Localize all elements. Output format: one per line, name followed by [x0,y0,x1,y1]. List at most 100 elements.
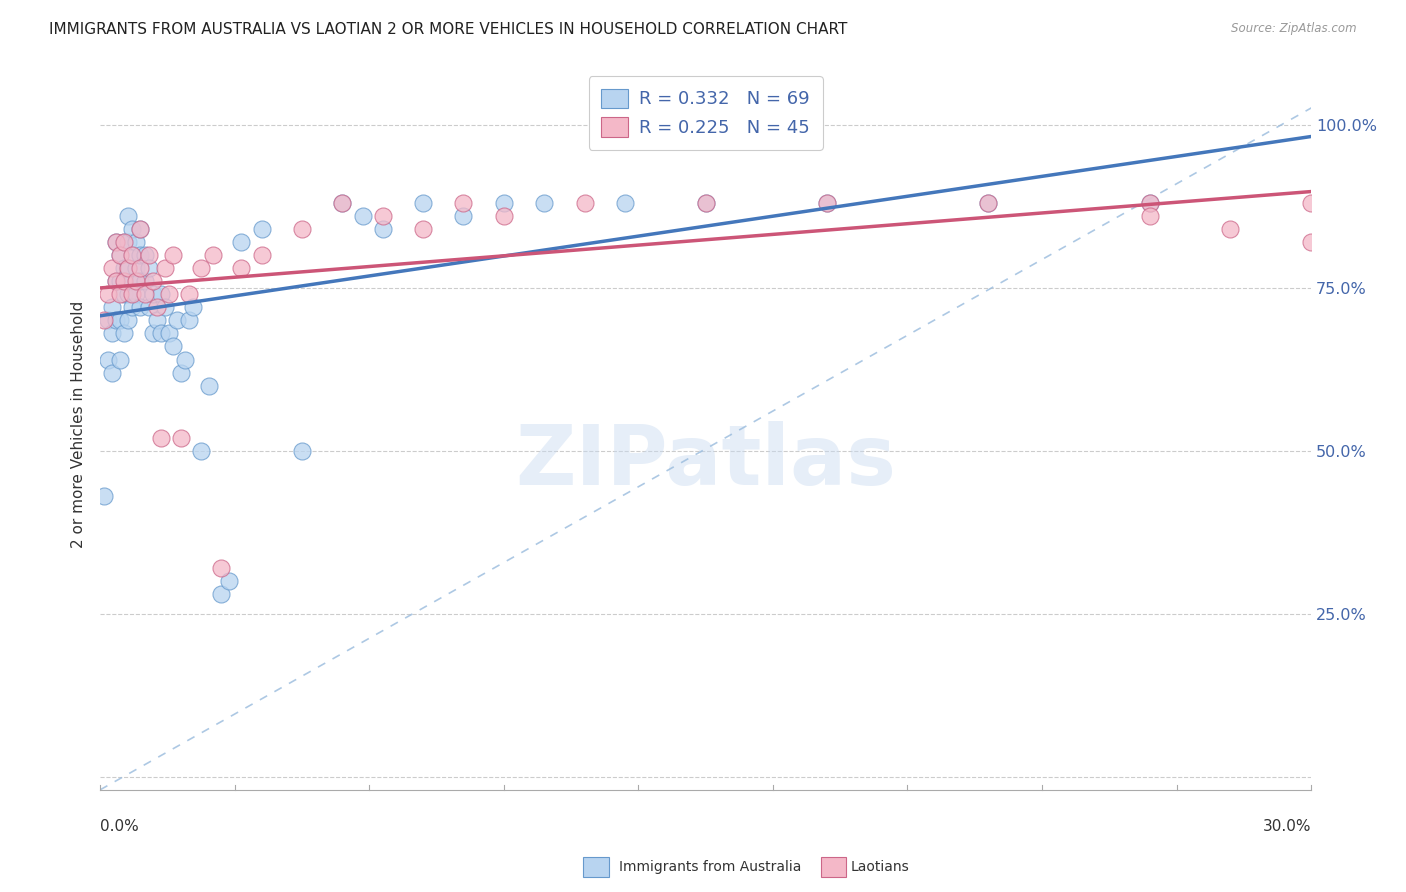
Point [453,196,475,211]
Point [97,287,120,301]
Point [231,235,253,249]
Point [110,248,132,262]
Point [166,313,188,327]
Point [101,261,124,276]
Text: Immigrants from Australia: Immigrants from Australia [619,860,801,874]
Point [105,235,128,249]
Point [112,261,135,276]
Point [198,378,221,392]
Point [112,287,135,301]
Point [125,287,148,301]
Point [153,301,176,315]
Point [110,287,132,301]
Point [97,313,120,327]
Point [105,274,128,288]
Point [117,209,139,223]
Point [121,248,143,262]
Point [138,301,160,315]
Point [149,326,172,341]
Point [453,209,475,223]
Point [121,274,143,288]
Point [101,301,124,315]
Point [977,196,1000,211]
Point [153,261,176,276]
Point [125,261,148,276]
Point [110,274,132,288]
Point [142,287,165,301]
Point [209,587,232,601]
Text: 30.0%: 30.0% [1263,819,1310,834]
Point [330,196,353,211]
Point [815,196,838,211]
Point [138,261,160,276]
Point [177,287,200,301]
Point [142,326,165,341]
Text: Source: ZipAtlas.com: Source: ZipAtlas.com [1232,22,1357,36]
Point [129,248,152,262]
Point [110,248,132,262]
Point [1299,235,1322,249]
Point [613,196,636,211]
Point [202,248,225,262]
Point [330,196,353,211]
Point [291,443,314,458]
Point [134,248,156,262]
Point [492,196,515,211]
Text: IMMIGRANTS FROM AUSTRALIA VS LAOTIAN 2 OR MORE VEHICLES IN HOUSEHOLD CORRELATION: IMMIGRANTS FROM AUSTRALIA VS LAOTIAN 2 O… [49,22,848,37]
Point [105,274,128,288]
Point [371,209,394,223]
Point [117,313,139,327]
Point [101,366,124,380]
Point [105,235,128,249]
Point [574,196,596,211]
Point [1299,196,1322,211]
Point [157,287,180,301]
Point [1139,196,1161,211]
Point [129,261,152,276]
Point [112,235,135,249]
Point [190,261,212,276]
Point [145,301,167,315]
Point [177,313,200,327]
Point [149,431,172,445]
Point [121,301,143,315]
Point [134,274,156,288]
Point [1219,222,1241,236]
Point [129,222,152,236]
Point [977,196,1000,211]
Point [291,222,314,236]
Point [157,326,180,341]
Point [112,274,135,288]
Point [142,274,165,288]
Point [190,443,212,458]
Point [129,301,152,315]
Point [149,287,172,301]
Point [121,248,143,262]
Point [181,301,204,315]
Point [162,339,184,353]
Point [129,222,152,236]
Point [412,196,434,211]
Point [352,209,374,223]
Point [145,313,167,327]
Point [93,490,115,504]
Point [162,248,184,262]
Point [492,209,515,223]
Point [174,352,197,367]
Text: Laotians: Laotians [851,860,910,874]
Legend: R = 0.332   N = 69, R = 0.225   N = 45: R = 0.332 N = 69, R = 0.225 N = 45 [589,76,823,150]
Point [250,222,273,236]
Point [112,326,135,341]
Point [105,313,128,327]
Point [97,352,120,367]
Point [117,235,139,249]
Point [121,222,143,236]
Point [371,222,394,236]
Point [117,261,139,276]
Point [1139,196,1161,211]
Point [695,196,717,211]
Point [110,313,132,327]
Point [101,326,124,341]
Point [125,274,148,288]
Y-axis label: 2 or more Vehicles in Household: 2 or more Vehicles in Household [72,301,86,549]
